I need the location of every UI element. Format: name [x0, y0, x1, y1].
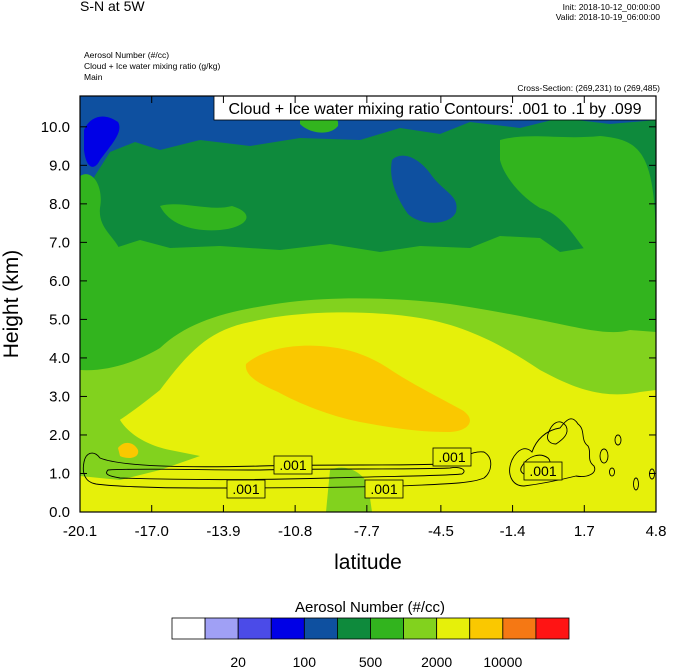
shade-orange-core [245, 345, 470, 432]
x-tick-label: -4.5 [428, 523, 454, 540]
valid-time: Valid: 2018-10-19_06:00:00 [555, 12, 660, 22]
contour-line-outer [82, 451, 492, 489]
colorbar-label: 100 [293, 654, 317, 668]
y-tick-label: 4.0 [49, 350, 70, 367]
x-tick-label: -20.1 [63, 523, 97, 540]
colorbar-label: 20 [230, 654, 246, 668]
plot-frame [79, 95, 657, 513]
x-tick-label: 4.8 [646, 523, 667, 540]
contour-label: .001 [438, 449, 465, 465]
x-tick-label: -7.7 [354, 523, 380, 540]
colorbar: 20 100 500 2000 10000 [171, 617, 570, 668]
y-tick-label: 7.0 [49, 234, 70, 251]
y-tick-label: 9.0 [49, 157, 70, 174]
y-tick-label: 1.0 [49, 465, 70, 482]
contour-blob-a [599, 448, 609, 464]
x-tick-label: -17.0 [135, 523, 169, 540]
contour-title-box [213, 95, 657, 121]
colorbar-swatch [403, 617, 438, 640]
aerosol-shading [80, 96, 656, 512]
y-tick-label: 5.0 [49, 311, 70, 328]
colorbar-title: Aerosol Number (#/cc) [295, 599, 445, 616]
colorbar-swatch [303, 617, 338, 640]
shade-deep-blue-top [80, 96, 656, 196]
y-tick-label: 6.0 [49, 273, 70, 290]
contour-blob-e [649, 468, 655, 480]
y-tick-label: 8.0 [49, 196, 70, 213]
colorbar-swatch [436, 617, 471, 640]
main-title: S-N at 5W [80, 0, 145, 14]
colorbar-swatch [337, 617, 371, 640]
x-tick-label: -10.8 [278, 523, 312, 540]
x-tick-label: -1.4 [500, 523, 526, 540]
shade-green-patch-left [80, 174, 120, 262]
init-time: Init: 2018-10-12_00:00:00 [562, 2, 660, 12]
contour-labels: .001 .001 .001 .001 .001 [226, 447, 563, 499]
colorbar-swatch [204, 617, 239, 640]
shade-green-patch-right [500, 136, 656, 262]
cross-section-label: Cross-Section: (269,231) to (269,485) [517, 83, 660, 93]
contour-blob-b [614, 434, 622, 446]
y-tick-label: 0.0 [49, 504, 70, 521]
contour-label: .001 [529, 463, 556, 479]
axes: -20.1 -17.0 -13.9 -10.8 -7.7 -4.5 -1.4 1.7 4.8 0.… [41, 96, 667, 540]
y-tick-label: 3.0 [49, 388, 70, 405]
contour-label: .001 [232, 481, 259, 497]
colorbar-swatch [370, 617, 404, 640]
field-label-aerosol: Aerosol Number (#/cc) [84, 50, 170, 60]
contour-blob-d [609, 467, 615, 477]
shade-blue-top-left [84, 116, 120, 167]
colorbar-swatch [171, 617, 206, 640]
colorbar-swatch [535, 617, 570, 640]
y-axis-title: Height (km) [0, 250, 23, 359]
contour-line-right-tall [547, 421, 568, 445]
colorbar-label: 10000 [483, 654, 522, 668]
contour-blob-c [633, 477, 639, 491]
x-tick-label: -13.9 [206, 523, 240, 540]
colorbar-label: 2000 [421, 654, 452, 668]
contour-label: .001 [279, 457, 306, 473]
chart-title: Cloud + Ice water mixing ratio Contours:… [228, 101, 641, 118]
shade-blue-patch-mid [391, 155, 457, 223]
shade-light-green-lower-left [80, 384, 200, 480]
colorbar-swatch [469, 617, 504, 640]
field-label-cloud-ice: Cloud + Ice water mixing ratio (g/kg) [84, 61, 221, 71]
colorbar-swatch [502, 617, 537, 640]
contour-line-inner [106, 467, 465, 480]
shade-orange-blob [118, 442, 139, 458]
shade-green-patch-mid [160, 204, 247, 231]
colorbar-swatch [270, 617, 305, 640]
y-tick-label: 10.0 [41, 119, 70, 136]
contour-line-right [509, 418, 596, 487]
contour-label: .001 [370, 481, 397, 497]
y-tick-label: 2.0 [49, 427, 70, 444]
colorbar-swatch [237, 617, 272, 640]
x-tick-label: 1.7 [574, 523, 595, 540]
x-axis-title: latitude [334, 551, 402, 574]
shade-light-green-column [326, 467, 372, 512]
field-label-main: Main [84, 72, 103, 82]
colorbar-label: 500 [359, 654, 383, 668]
